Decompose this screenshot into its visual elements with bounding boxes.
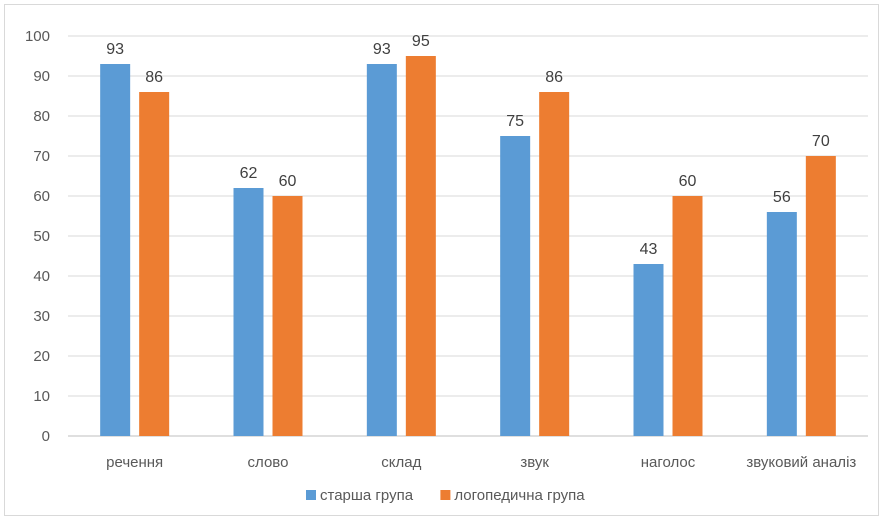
data-label-speech-4: 60 (679, 173, 697, 190)
data-label-senior-4: 43 (640, 241, 658, 258)
x-tick-label-4: наголос (641, 454, 696, 471)
data-label-speech-1: 60 (279, 173, 297, 190)
legend-swatch-1 (440, 490, 451, 500)
data-label-speech-3: 86 (545, 69, 563, 86)
y-tick-label-20: 20 (33, 348, 50, 365)
bar-speech-5 (805, 156, 836, 436)
x-tick-label-1: слово (248, 454, 289, 471)
y-tick-label-90: 90 (33, 68, 50, 85)
bar-speech-1 (272, 196, 303, 436)
bar-senior-3 (500, 136, 531, 436)
y-tick-label-0: 0 (42, 428, 50, 445)
y-tick-label-10: 10 (33, 388, 50, 405)
bar-speech-0 (139, 92, 170, 436)
gridlines (68, 35, 868, 437)
bars (100, 56, 836, 436)
data-label-senior-5: 56 (773, 189, 791, 206)
bar-senior-5 (766, 212, 797, 436)
y-tick-label-100: 100 (25, 28, 50, 45)
bar-senior-0 (100, 64, 131, 436)
data-label-senior-2: 93 (373, 41, 391, 58)
legend: старша група логопедична група (306, 487, 585, 504)
bar-speech-4 (672, 196, 703, 436)
data-labels: 93 86 62 60 93 95 75 86 43 60 56 70 (106, 33, 830, 258)
bar-senior-2 (366, 64, 397, 436)
x-tick-label-5: звуковий аналіз (746, 454, 856, 471)
data-label-speech-0: 86 (145, 69, 163, 86)
x-tick-label-3: звук (520, 454, 549, 471)
data-label-speech-2: 95 (412, 33, 430, 50)
legend-label-0: старша група (320, 487, 414, 504)
data-label-senior-0: 93 (106, 41, 124, 58)
y-tick-label-80: 80 (33, 108, 50, 125)
x-tick-label-2: склад (381, 454, 421, 471)
bar-speech-3 (539, 92, 570, 436)
data-label-speech-5: 70 (812, 133, 830, 150)
y-tick-label-60: 60 (33, 188, 50, 205)
x-axis-tick-labels: речення слово склад звук наголос звуковий ана… (106, 454, 856, 471)
y-tick-label-40: 40 (33, 268, 50, 285)
data-label-senior-1: 62 (240, 165, 258, 182)
y-tick-label-50: 50 (33, 228, 50, 245)
bar-speech-2 (405, 56, 436, 436)
y-tick-label-30: 30 (33, 308, 50, 325)
x-tick-label-0: речення (106, 454, 163, 471)
legend-swatch-0 (306, 490, 316, 500)
bar-senior-1 (233, 188, 264, 436)
y-axis-tick-labels: 0 10 20 30 40 50 60 70 80 90 100 (25, 28, 50, 445)
data-label-senior-3: 75 (506, 113, 524, 130)
y-tick-label-70: 70 (33, 148, 50, 165)
bar-senior-4 (633, 264, 664, 436)
legend-label-1: логопедична група (454, 487, 585, 504)
